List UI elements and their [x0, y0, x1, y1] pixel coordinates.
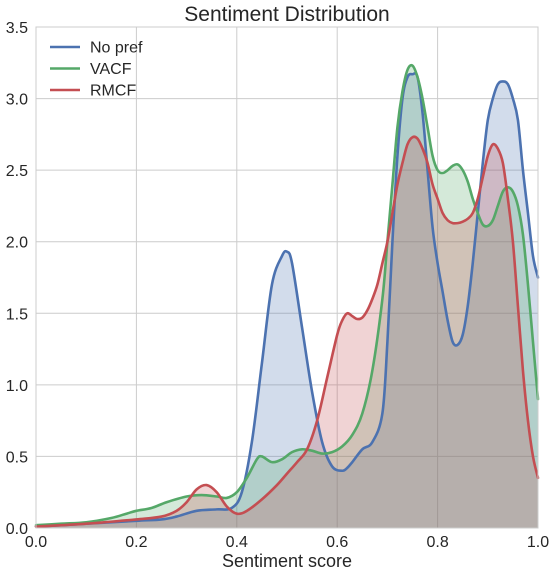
- series-line-no-pref: [34, 71, 540, 528]
- plot-area: [36, 27, 538, 528]
- y-tick-label: 0.0: [6, 521, 28, 538]
- legend: No pref VACF RMCF: [50, 40, 143, 100]
- series-line-vacf: [34, 63, 540, 527]
- series-fills: [36, 65, 538, 528]
- x-tick-label: 0.0: [25, 534, 47, 551]
- x-axis-label: Sentiment score: [222, 551, 352, 571]
- x-tick-label: 0.6: [326, 534, 348, 551]
- y-tick-label: 2.0: [6, 235, 28, 252]
- plot-frame: [35, 26, 539, 529]
- area-fill-rmcf: [36, 136, 538, 528]
- x-tick-labels: 0.0 0.2 0.4 0.6 0.8 1.0: [25, 534, 549, 551]
- area-fill-no-pref: [36, 73, 538, 528]
- y-tick-label: 3.0: [6, 92, 28, 109]
- y-tick-labels: 0.0 0.5 1.0 1.5 2.0 2.5 3.0 3.5: [6, 20, 28, 538]
- series-line-rmcf: [34, 135, 540, 528]
- x-tick-label: 0.4: [226, 534, 248, 551]
- x-tick-label: 0.8: [426, 534, 448, 551]
- y-tick-label: 0.5: [6, 449, 28, 466]
- legend-label-vacf: VACF: [90, 61, 132, 78]
- y-tick-label: 1.5: [6, 306, 28, 323]
- legend-label-no-pref: No pref: [90, 40, 143, 57]
- x-tick-label: 1.0: [527, 534, 549, 551]
- chart-title: Sentiment Distribution: [184, 3, 389, 26]
- series-lines: [34, 63, 540, 528]
- y-tick-label: 3.5: [6, 20, 28, 37]
- y-tick-label: 1.0: [6, 378, 28, 395]
- y-tick-label: 2.5: [6, 163, 28, 180]
- x-tick-label: 0.2: [125, 534, 147, 551]
- legend-label-rmcf: RMCF: [90, 83, 136, 100]
- area-fill-vacf: [36, 65, 538, 528]
